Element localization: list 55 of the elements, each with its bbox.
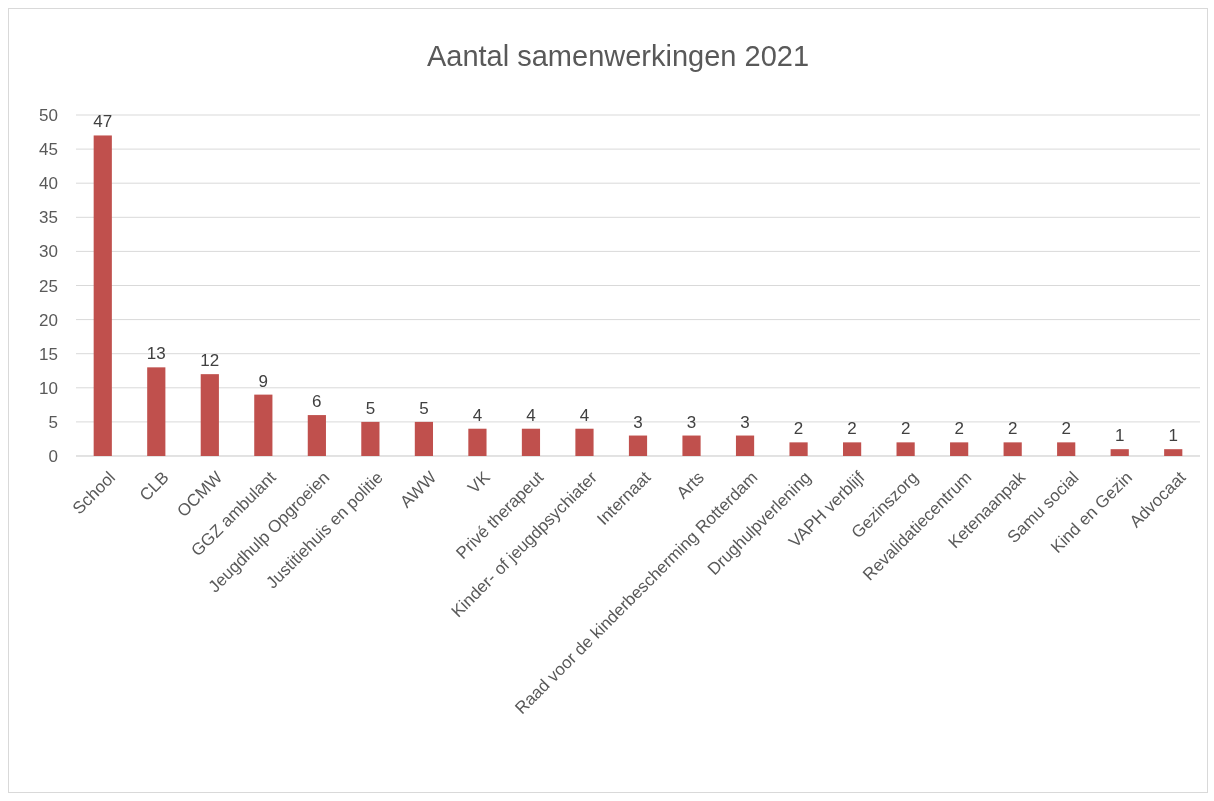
data-label: 12	[200, 351, 220, 371]
y-tick-label: 45	[39, 140, 58, 160]
data-label: 13	[146, 344, 166, 364]
chart-title: Aantal samenwerkingen 2021	[426, 40, 810, 72]
data-label: 1	[1114, 426, 1125, 446]
data-label: 2	[847, 419, 857, 439]
bar	[254, 394, 273, 456]
bar	[307, 415, 326, 456]
bar	[682, 435, 701, 456]
bar	[1110, 449, 1129, 456]
bar	[414, 421, 433, 456]
data-label: 9	[258, 371, 269, 391]
bar	[575, 428, 594, 456]
bar	[1003, 442, 1022, 456]
bar	[93, 135, 112, 456]
bar	[950, 442, 969, 456]
y-tick-label: 0	[48, 447, 58, 466]
bar	[789, 442, 808, 456]
bar	[361, 421, 380, 456]
bar	[628, 435, 648, 456]
y-tick-label: 5	[48, 412, 58, 432]
bar	[1057, 442, 1076, 456]
data-label: 2	[900, 419, 911, 439]
bar	[521, 428, 541, 456]
data-label: 3	[740, 412, 750, 432]
bar	[147, 367, 166, 456]
data-label: 2	[793, 419, 804, 439]
y-tick-label: 40	[39, 174, 58, 194]
data-label: 3	[633, 412, 643, 432]
bar	[200, 374, 219, 456]
y-tick-label: 50	[39, 106, 58, 125]
y-tick-label: 10	[39, 378, 58, 398]
y-tick-label: 35	[39, 208, 58, 228]
y-tick-label: 20	[39, 310, 58, 330]
data-label: 5	[419, 398, 429, 418]
data-label: 2	[1061, 419, 1071, 439]
bar	[735, 435, 755, 456]
y-tick-label: 30	[39, 242, 58, 262]
bar	[468, 428, 487, 456]
data-label: 3	[686, 412, 697, 432]
bar	[843, 442, 862, 456]
data-label: 4	[472, 405, 483, 425]
data-label: 2	[1007, 419, 1018, 439]
data-label: 4	[579, 405, 590, 425]
data-label: 47	[93, 112, 113, 132]
x-tick-label: CLB	[135, 467, 173, 505]
bar	[1164, 449, 1183, 456]
bar	[896, 442, 915, 456]
data-label: 4	[526, 405, 536, 425]
data-label: 6	[312, 392, 322, 412]
data-label: 5	[365, 398, 376, 418]
y-tick-label: 25	[39, 276, 58, 296]
y-tick-label: 15	[39, 344, 58, 364]
data-label: 2	[954, 419, 964, 439]
data-label: 1	[1168, 426, 1178, 446]
